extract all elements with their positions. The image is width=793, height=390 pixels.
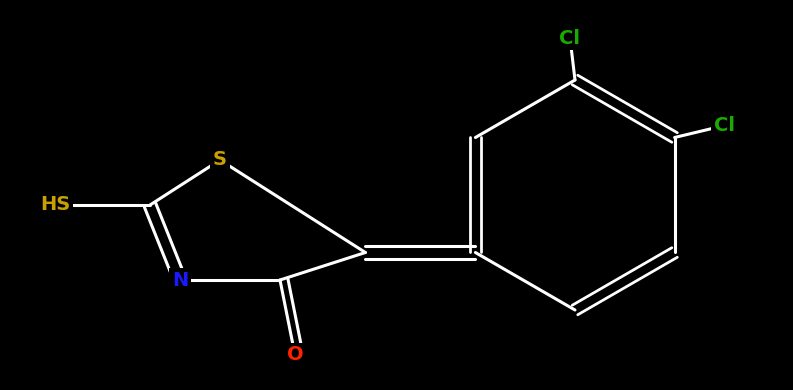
Text: N: N bbox=[172, 271, 188, 289]
Text: HS: HS bbox=[40, 195, 70, 214]
Text: Cl: Cl bbox=[560, 28, 580, 48]
Text: Cl: Cl bbox=[714, 116, 735, 135]
Text: O: O bbox=[287, 346, 303, 365]
Text: S: S bbox=[213, 151, 227, 170]
